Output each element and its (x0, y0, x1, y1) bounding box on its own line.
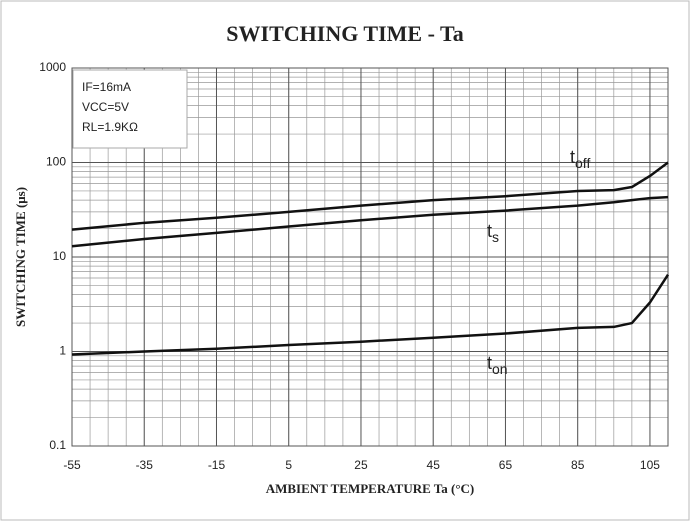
x-tick-label: -55 (63, 458, 81, 472)
y-tick-label: 1 (59, 344, 66, 358)
y-tick-label: 100 (46, 155, 66, 169)
x-tick-label: -15 (208, 458, 226, 472)
series-line (71, 273, 670, 356)
series-label: ts (487, 221, 499, 245)
x-tick-label: -35 (136, 458, 154, 472)
series-label: toff (570, 147, 590, 171)
annotation: RL=1.9KΩ (82, 120, 138, 134)
x-tick-label: 5 (285, 458, 292, 472)
plot-border (71, 67, 669, 447)
x-tick-label: 85 (571, 458, 585, 472)
y-tick-label: 1000 (39, 60, 66, 74)
series-label: ton (487, 353, 508, 377)
annotation: IF=16mA (82, 80, 131, 94)
annotation: VCC=5V (82, 100, 129, 114)
series-line (71, 195, 669, 248)
x-tick-label: 105 (640, 458, 660, 472)
series-line (71, 161, 669, 231)
x-tick-label: 25 (354, 458, 368, 472)
y-axis-label: SWITCHING TIME (μs) (13, 187, 28, 327)
x-tick-label: 45 (427, 458, 441, 472)
chart-title: SWITCHING TIME - Ta (226, 21, 463, 46)
y-tick-label: 10 (53, 249, 67, 263)
y-tick-label: 0.1 (49, 438, 66, 452)
annotation-box (72, 69, 188, 149)
x-tick-label: 65 (499, 458, 513, 472)
x-axis-label: AMBIENT TEMPERATURE Ta (°C) (266, 481, 475, 496)
